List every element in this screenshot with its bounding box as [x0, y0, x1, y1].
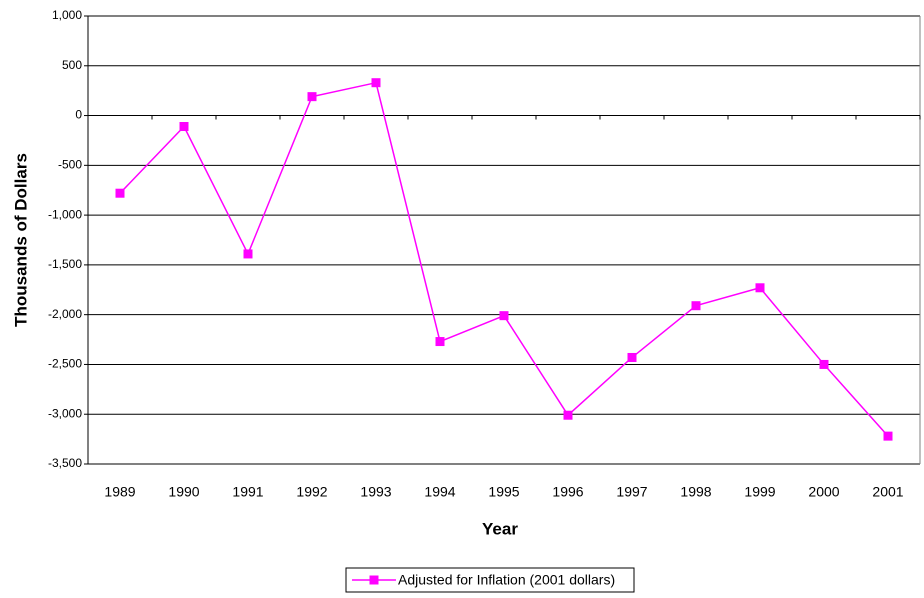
- data-point: [819, 359, 829, 369]
- y-tick-label: -3,000: [48, 406, 82, 420]
- x-tick-label: 1999: [744, 484, 775, 500]
- data-point: [563, 410, 573, 420]
- y-tick-label: 500: [62, 58, 82, 72]
- legend-marker: [369, 575, 379, 585]
- legend-label: Adjusted for Inflation (2001 dollars): [398, 572, 615, 588]
- y-tick-label: 0: [75, 108, 82, 122]
- x-tick-label: 1993: [360, 484, 391, 500]
- y-tick-label: -1,500: [48, 257, 82, 271]
- x-tick-label: 1997: [616, 484, 647, 500]
- x-tick-label: 2000: [808, 484, 839, 500]
- data-point: [755, 283, 765, 293]
- data-point: [499, 311, 509, 321]
- data-point: [883, 431, 893, 441]
- x-tick-label: 1992: [296, 484, 327, 500]
- data-point: [307, 92, 317, 102]
- series-line: [119, 81, 889, 437]
- data-point: [371, 78, 381, 88]
- y-tick-label: -3,500: [48, 456, 82, 470]
- y-tick-label: -500: [58, 158, 82, 172]
- x-tick-label: 1994: [424, 484, 455, 500]
- data-point: [435, 337, 445, 347]
- x-tick-label: 1996: [552, 484, 583, 500]
- y-tick-label: 1,000: [52, 8, 82, 22]
- data-point: [627, 352, 637, 362]
- y-tick-label: -1,000: [48, 207, 82, 221]
- x-tick-label: 1989: [104, 484, 135, 500]
- data-point: [691, 301, 701, 311]
- x-tick-label: 1995: [488, 484, 519, 500]
- x-tick-label: 1998: [680, 484, 711, 500]
- y-tick-label: -2,500: [48, 357, 82, 371]
- x-tick-label: 1990: [168, 484, 199, 500]
- data-point: [115, 188, 125, 198]
- x-tick-label: 2001: [872, 484, 903, 500]
- data-point: [243, 249, 253, 259]
- data-point: [179, 122, 189, 132]
- y-tick-label: -2,000: [48, 307, 82, 321]
- x-tick-label: 1991: [232, 484, 263, 500]
- x-axis-title: Year: [482, 519, 518, 538]
- y-axis-title: Thousands of Dollars: [11, 153, 30, 327]
